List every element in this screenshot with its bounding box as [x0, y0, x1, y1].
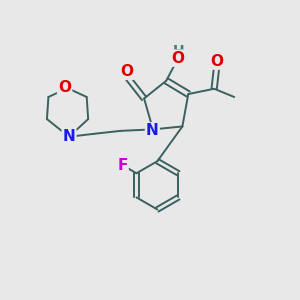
Text: O: O — [172, 51, 184, 66]
Text: N: N — [63, 129, 75, 144]
Text: N: N — [146, 123, 159, 138]
Text: O: O — [120, 64, 133, 79]
Text: O: O — [58, 80, 71, 95]
Text: H: H — [173, 44, 185, 58]
Text: F: F — [117, 158, 128, 173]
Text: O: O — [210, 54, 223, 69]
